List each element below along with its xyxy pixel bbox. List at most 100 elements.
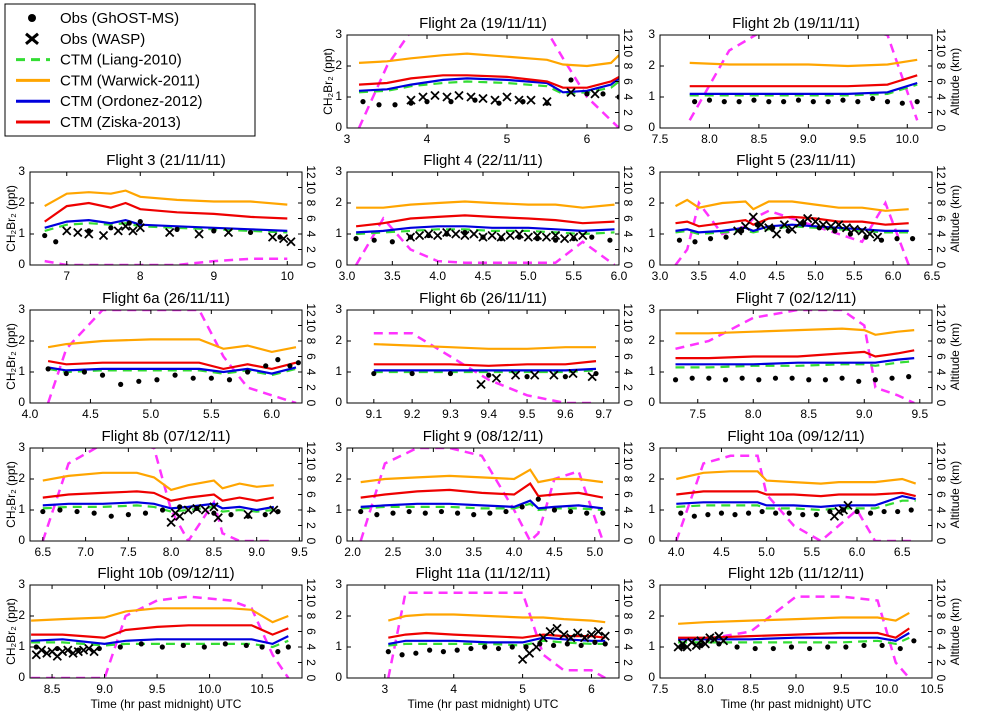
y2-tick-label: 6 xyxy=(304,491,318,498)
wasp-cross xyxy=(192,503,202,514)
y-tick-label: 1 xyxy=(648,639,655,653)
y-tick-label: 3 xyxy=(648,577,655,591)
y-tick-label: 0 xyxy=(18,395,25,409)
y2-tick-label: 4 xyxy=(934,644,948,651)
y-tick-label: 0 xyxy=(648,120,655,134)
y-tick-label: 0 xyxy=(648,257,655,271)
x-tick-label: 8.5 xyxy=(206,545,223,559)
plot-frame xyxy=(346,447,620,542)
x-tick-label: 3.0 xyxy=(339,269,356,283)
ghost-dot xyxy=(482,644,488,650)
y2-tick-label: 8 xyxy=(934,338,948,345)
y2-tick-label: 10 xyxy=(934,319,948,333)
y-tick-label: 2 xyxy=(18,333,25,347)
wasp-cross xyxy=(223,227,234,238)
wasp-cross xyxy=(600,631,610,641)
ghost-dot xyxy=(125,512,131,518)
model-line xyxy=(675,357,915,366)
altitude-line xyxy=(46,310,297,403)
plot-area xyxy=(371,332,599,403)
wasp-cross xyxy=(135,223,145,233)
y2-tick-label: 4 xyxy=(621,369,635,376)
ghost-dot xyxy=(190,375,196,381)
wasp-cross xyxy=(771,229,782,239)
x-tick-label: 5.0 xyxy=(586,545,603,559)
model-line xyxy=(42,471,274,492)
panel-title: Flight 5 (23/11/11) xyxy=(736,152,856,169)
model-line xyxy=(44,201,288,223)
y2-tick-label: 4 xyxy=(621,644,635,651)
ghost-dot xyxy=(914,99,920,105)
wasp-cross xyxy=(586,629,597,640)
x-tick-label: 5.5 xyxy=(203,407,220,421)
y-tick-label: 1 xyxy=(335,226,342,240)
model-line xyxy=(373,360,597,367)
wasp-cross xyxy=(405,232,416,242)
ghost-dot xyxy=(287,363,293,369)
x-tick-label: 7 xyxy=(63,269,70,283)
ghost-dot xyxy=(45,366,51,372)
y2-tick-label: 12 xyxy=(621,578,635,592)
y-tick-label: 2 xyxy=(648,608,655,622)
model-line xyxy=(47,367,297,377)
ghost-dot xyxy=(471,512,477,518)
model-line xyxy=(47,338,297,354)
model-line xyxy=(360,502,603,512)
y-tick-label: 0 xyxy=(648,533,655,547)
panel: Flight 6b (26/11/11) 9.1 9.2 9.3 9.4 9.5 9.6 9.… xyxy=(335,290,635,421)
wasp-cross xyxy=(733,226,743,236)
y2-tick-label: 12 xyxy=(621,441,635,455)
model-line xyxy=(388,613,606,624)
wasp-cross xyxy=(491,373,502,383)
y2-tick-label: 10 xyxy=(304,319,318,333)
ghost-dot xyxy=(813,512,819,518)
y2-tick-label: 2 xyxy=(304,246,318,253)
model-line xyxy=(675,349,915,360)
ghost-dot xyxy=(889,375,895,381)
x-tick-label: 6.0 xyxy=(263,407,280,421)
y2-tick-label: 12 xyxy=(621,303,635,317)
ghost-dot xyxy=(275,357,281,363)
y2-tick-label: 12 xyxy=(934,441,948,455)
legend-box xyxy=(4,3,256,137)
wasp-cross xyxy=(779,220,789,230)
ghost-dot xyxy=(855,99,861,105)
model-line xyxy=(373,343,596,350)
x-tick-label: 4.5 xyxy=(768,269,785,283)
x-tick-label: 8.5 xyxy=(800,407,817,421)
model-line xyxy=(675,360,915,369)
y2-tick-label: 10 xyxy=(621,44,635,58)
y-axis-label: CH₂Br₂ (ppt) xyxy=(321,48,335,115)
ghost-dot xyxy=(81,369,87,375)
model-line xyxy=(356,225,615,234)
wasp-cross xyxy=(578,230,588,241)
y-tick-label: 1 xyxy=(335,89,342,103)
x-tick-label: 9.7 xyxy=(595,407,612,421)
panel: Flight 2b (19/11/11) 7.5 8.0 8.5 9.0 9.5 10.0 0… xyxy=(648,15,962,146)
ghost-dot xyxy=(872,377,878,383)
ghost-dot xyxy=(159,507,166,513)
panel: Flight 12b (11/12/11) 7.5 8.0 8.5 9.0 9.5 10.0… xyxy=(648,565,962,711)
y2-tick-label: 2 xyxy=(304,384,318,391)
ghost-dot xyxy=(154,377,160,383)
x-tick-label: 9.0 xyxy=(96,682,113,696)
ghost-dot xyxy=(524,374,530,380)
wasp-cross xyxy=(194,229,204,239)
y2-tick-label: 6 xyxy=(304,353,318,360)
y-tick-label: 2 xyxy=(18,471,25,485)
ghost-dot xyxy=(781,99,787,105)
y2-tick-label: 2 xyxy=(621,246,635,253)
y2-tick-label: 2 xyxy=(304,522,318,529)
x-tick-label: 9.2 xyxy=(404,407,421,421)
ghost-dot xyxy=(523,644,529,650)
wasp-cross xyxy=(573,628,583,638)
y-tick-label: 0 xyxy=(335,120,342,134)
y2-tick-label: 2 xyxy=(621,522,635,529)
y2-tick-label: 4 xyxy=(304,644,318,651)
y2-tick-label: 4 xyxy=(934,507,948,514)
panel-title: Flight 12b (11/12/11) xyxy=(728,565,864,582)
y2-tick-label: 10 xyxy=(934,44,948,58)
plot-frame xyxy=(659,447,933,542)
ghost-dot xyxy=(732,512,738,518)
y2-tick-label: 6 xyxy=(934,628,948,635)
